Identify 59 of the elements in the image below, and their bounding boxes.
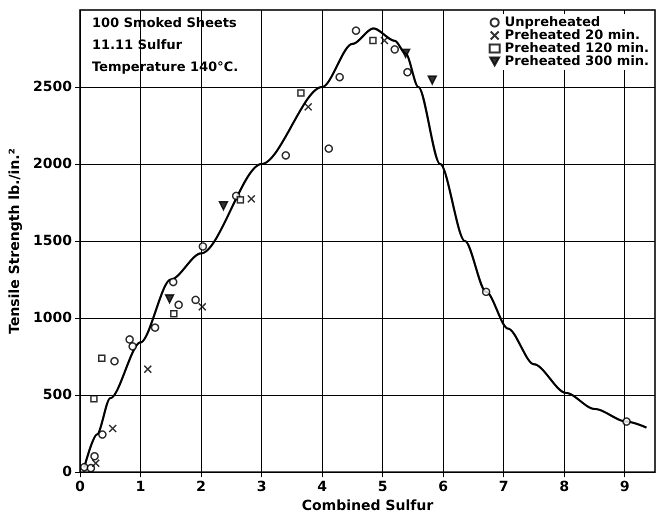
point <box>622 417 631 426</box>
point <box>218 201 228 211</box>
y-tick-label: 1500 <box>33 233 72 250</box>
legend-label: Preheated 120 min. <box>504 41 650 56</box>
x-tick-label: 1 <box>136 479 146 496</box>
y-tick-label: 1000 <box>33 310 72 326</box>
point <box>304 102 312 112</box>
point <box>400 48 410 58</box>
x-tick-label: 6 <box>438 479 448 496</box>
point <box>98 354 106 362</box>
x-tick-label: 2 <box>196 479 206 496</box>
point <box>80 462 88 472</box>
point <box>174 300 183 310</box>
point <box>91 458 100 468</box>
legend-label: Preheated 300 min. <box>504 54 650 69</box>
point <box>108 424 117 433</box>
point <box>198 242 208 251</box>
point <box>335 72 344 82</box>
y-tick-label: 0 <box>62 464 72 480</box>
point <box>164 294 174 304</box>
y-tick-label: 500 <box>42 387 72 404</box>
point <box>236 196 244 204</box>
x-tick-label: 9 <box>620 479 630 496</box>
point <box>98 430 107 439</box>
point <box>110 356 119 366</box>
point <box>144 364 152 374</box>
point <box>352 26 360 35</box>
point <box>191 296 200 304</box>
point <box>90 395 98 403</box>
point <box>297 89 305 97</box>
point <box>125 335 134 344</box>
point <box>128 342 137 351</box>
point <box>168 278 178 286</box>
x-tick-label: 5 <box>378 479 388 496</box>
point <box>170 310 178 318</box>
x-tick-label: 0 <box>75 479 86 496</box>
point <box>86 464 96 472</box>
legend-label: Unpreheated <box>504 15 600 30</box>
x-tick-label: 3 <box>256 479 266 496</box>
point <box>150 323 160 332</box>
point <box>403 68 412 76</box>
point <box>369 36 377 44</box>
y-tick-label: 2500 <box>33 79 72 96</box>
point <box>390 45 399 54</box>
point <box>482 288 490 296</box>
point <box>380 36 389 45</box>
y-axis-title: Tensile Strength lb./in.² <box>7 148 24 334</box>
x-tick-label: 4 <box>317 479 328 496</box>
point <box>428 75 438 85</box>
x-axis-title: Combined Sulfur <box>302 498 434 514</box>
x-tick-label: 8 <box>559 479 570 496</box>
point <box>90 452 99 460</box>
point <box>324 144 334 153</box>
point <box>198 302 207 312</box>
x-tick-label: 7 <box>498 479 509 496</box>
y-tick-label: 2000 <box>33 156 72 172</box>
point <box>247 194 256 204</box>
point <box>282 151 290 160</box>
legend-label: Preheated 20 min. <box>504 28 640 43</box>
